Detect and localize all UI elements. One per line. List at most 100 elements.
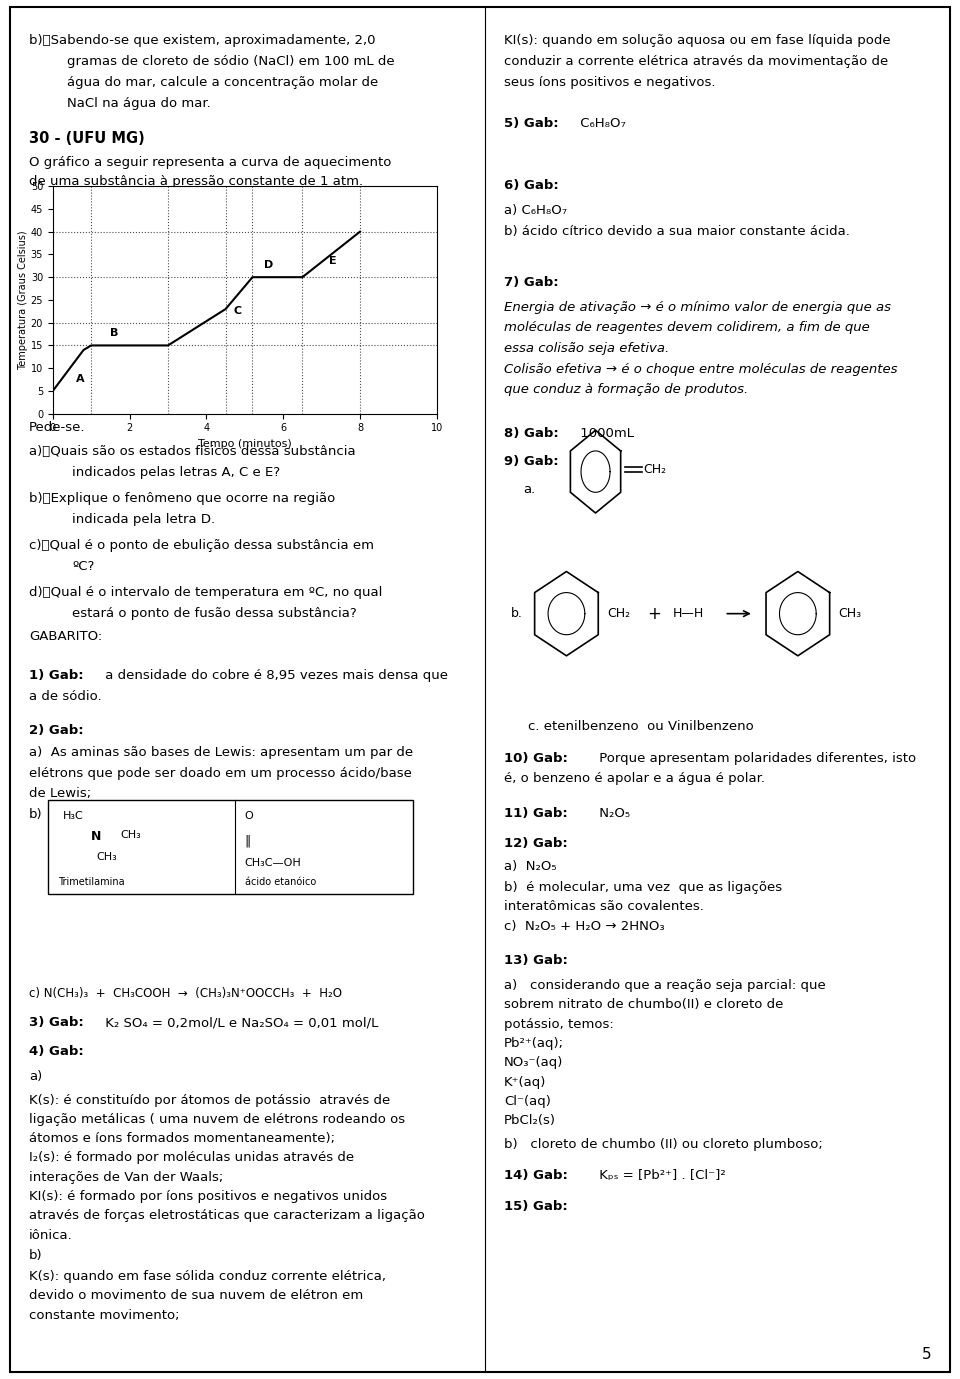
Text: indicada pela letra D.: indicada pela letra D. bbox=[72, 513, 215, 525]
Text: átomos e íons formados momentaneamente);: átomos e íons formados momentaneamente); bbox=[29, 1132, 335, 1145]
Text: N₂O₅: N₂O₅ bbox=[595, 807, 631, 819]
Text: H—H: H—H bbox=[673, 607, 705, 621]
Text: Pede-se.: Pede-se. bbox=[29, 421, 85, 433]
Text: Energia de ativação → é o mínimo valor de energia que as: Energia de ativação → é o mínimo valor d… bbox=[504, 301, 891, 313]
Text: 1) Gab:: 1) Gab: bbox=[29, 669, 84, 681]
FancyBboxPatch shape bbox=[10, 7, 950, 1372]
Text: b.: b. bbox=[512, 607, 523, 621]
Text: CH₃: CH₃ bbox=[96, 852, 117, 862]
Text: potássio, temos:: potássio, temos: bbox=[504, 1018, 613, 1030]
Text: estará o ponto de fusão dessa substância?: estará o ponto de fusão dessa substância… bbox=[72, 607, 357, 619]
Text: a)  As aminas são bases de Lewis: apresentam um par de: a) As aminas são bases de Lewis: apresen… bbox=[29, 746, 413, 758]
Text: 11) Gab:: 11) Gab: bbox=[504, 807, 567, 819]
Text: K₂ SO₄ = 0,2mol/L e Na₂SO₄ = 0,01 mol/L: K₂ SO₄ = 0,2mol/L e Na₂SO₄ = 0,01 mol/L bbox=[101, 1016, 378, 1029]
Text: CH₃C—OH: CH₃C—OH bbox=[245, 858, 301, 867]
Text: b)  é molecular, uma vez  que as ligações: b) é molecular, uma vez que as ligações bbox=[504, 881, 782, 894]
Text: de Lewis;: de Lewis; bbox=[29, 787, 91, 800]
Text: O: O bbox=[245, 811, 253, 821]
Text: K(s): quando em fase sólida conduz corrente elétrica,: K(s): quando em fase sólida conduz corre… bbox=[29, 1270, 386, 1282]
Text: B: B bbox=[110, 328, 119, 338]
Text: c. etenilbenzeno  ou Vinilbenzeno: c. etenilbenzeno ou Vinilbenzeno bbox=[528, 720, 754, 732]
Text: N: N bbox=[91, 830, 102, 843]
Text: ligação metálicas ( uma nuvem de elétrons rodeando os: ligação metálicas ( uma nuvem de elétron… bbox=[29, 1113, 405, 1125]
Text: 12) Gab:: 12) Gab: bbox=[504, 837, 567, 849]
Text: seus íons positivos e negativos.: seus íons positivos e negativos. bbox=[504, 76, 715, 88]
Text: gramas de cloreto de sódio (NaCl) em 100 mL de: gramas de cloreto de sódio (NaCl) em 100… bbox=[67, 55, 395, 68]
Text: interatômicas são covalentes.: interatômicas são covalentes. bbox=[504, 900, 704, 913]
X-axis label: Tempo (minutos): Tempo (minutos) bbox=[198, 439, 292, 450]
Text: moléculas de reagentes devem colidirem, a fim de que: moléculas de reagentes devem colidirem, … bbox=[504, 321, 870, 334]
Text: D: D bbox=[264, 261, 274, 270]
Text: 3) Gab:: 3) Gab: bbox=[29, 1016, 84, 1029]
Text: b)	Sabendo-se que existem, aproximadamente, 2,0: b) Sabendo-se que existem, aproximadamen… bbox=[29, 34, 375, 47]
Text: 30 - (UFU MG): 30 - (UFU MG) bbox=[29, 131, 145, 146]
Text: essa colisão seja efetiva.: essa colisão seja efetiva. bbox=[504, 342, 669, 354]
Text: NaCl na água do mar.: NaCl na água do mar. bbox=[67, 97, 211, 109]
FancyBboxPatch shape bbox=[48, 800, 413, 894]
Text: ácido etanóico: ácido etanóico bbox=[245, 877, 316, 887]
Text: c) N(CH₃)₃  +  CH₃COOH  →  (CH₃)₃N⁺OOCCH₃  +  H₂O: c) N(CH₃)₃ + CH₃COOH → (CH₃)₃N⁺OOCCH₃ + … bbox=[29, 987, 342, 1000]
Text: a)   considerando que a reação seja parcial: que: a) considerando que a reação seja parcia… bbox=[504, 979, 826, 992]
Text: a)  N₂O₅: a) N₂O₅ bbox=[504, 860, 557, 873]
Text: sobrem nitrato de chumbo(II) e cloreto de: sobrem nitrato de chumbo(II) e cloreto d… bbox=[504, 998, 783, 1011]
Text: 9) Gab:: 9) Gab: bbox=[504, 455, 559, 467]
Text: K⁺(aq): K⁺(aq) bbox=[504, 1076, 546, 1088]
Text: 6) Gab:: 6) Gab: bbox=[504, 179, 559, 192]
Text: constante movimento;: constante movimento; bbox=[29, 1309, 180, 1321]
Text: 10) Gab:: 10) Gab: bbox=[504, 752, 568, 764]
Text: H₃C: H₃C bbox=[62, 811, 84, 821]
Text: interações de Van der Waals;: interações de Van der Waals; bbox=[29, 1171, 223, 1183]
Text: ‖: ‖ bbox=[245, 834, 252, 847]
Text: d)	Qual é o intervalo de temperatura em ºC, no qual: d) Qual é o intervalo de temperatura em … bbox=[29, 586, 382, 598]
Text: I₂(s): é formado por moléculas unidas através de: I₂(s): é formado por moléculas unidas at… bbox=[29, 1151, 354, 1164]
Text: c)	Qual é o ponto de ebulição dessa substância em: c) Qual é o ponto de ebulição dessa subs… bbox=[29, 539, 373, 552]
Text: b): b) bbox=[29, 808, 42, 821]
Text: indicados pelas letras A, C e E?: indicados pelas letras A, C e E? bbox=[72, 466, 280, 479]
Text: 8) Gab:: 8) Gab: bbox=[504, 427, 559, 440]
Text: CH₃: CH₃ bbox=[120, 830, 141, 840]
Text: Porque apresentam polaridades diferentes, isto: Porque apresentam polaridades diferentes… bbox=[595, 752, 917, 764]
Text: KI(s): quando em solução aquosa ou em fase líquida pode: KI(s): quando em solução aquosa ou em fa… bbox=[504, 34, 891, 47]
Text: 2) Gab:: 2) Gab: bbox=[29, 724, 84, 736]
Text: a.: a. bbox=[523, 483, 536, 495]
Text: de uma substância à pressão constante de 1 atm.: de uma substância à pressão constante de… bbox=[29, 175, 363, 188]
Text: PbCl₂(s): PbCl₂(s) bbox=[504, 1114, 556, 1127]
Text: A: A bbox=[76, 374, 84, 383]
Text: KI(s): é formado por íons positivos e negativos unidos: KI(s): é formado por íons positivos e ne… bbox=[29, 1190, 387, 1202]
Text: a)	Quais são os estados físicos dessa substância: a) Quais são os estados físicos dessa su… bbox=[29, 445, 355, 458]
Text: CH₃: CH₃ bbox=[838, 607, 861, 621]
Text: Trimetilamina: Trimetilamina bbox=[58, 877, 124, 887]
Text: c)  N₂O₅ + H₂O → 2HNO₃: c) N₂O₅ + H₂O → 2HNO₃ bbox=[504, 920, 664, 932]
Text: Colisão efetiva → é o choque entre moléculas de reagentes: Colisão efetiva → é o choque entre moléc… bbox=[504, 363, 898, 375]
Text: água do mar, calcule a concentração molar de: água do mar, calcule a concentração mola… bbox=[67, 76, 378, 88]
Text: 14) Gab:: 14) Gab: bbox=[504, 1169, 568, 1182]
Text: através de forças eletrostáticas que caracterizam a ligação: através de forças eletrostáticas que car… bbox=[29, 1209, 424, 1222]
Text: CH₂: CH₂ bbox=[643, 463, 666, 476]
Text: O gráfico a seguir representa a curva de aquecimento: O gráfico a seguir representa a curva de… bbox=[29, 156, 391, 168]
Text: +: + bbox=[648, 604, 661, 623]
Text: Cl⁻(aq): Cl⁻(aq) bbox=[504, 1095, 551, 1107]
Text: b): b) bbox=[29, 1249, 42, 1262]
Text: CH₂: CH₂ bbox=[607, 607, 630, 621]
Text: 4) Gab:: 4) Gab: bbox=[29, 1045, 84, 1058]
Text: a) C₆H₈O₇: a) C₆H₈O₇ bbox=[504, 204, 567, 217]
Text: 5) Gab:: 5) Gab: bbox=[504, 117, 559, 130]
Text: K(s): é constituído por átomos de potássio  através de: K(s): é constituído por átomos de potáss… bbox=[29, 1094, 390, 1106]
Text: iônica.: iônica. bbox=[29, 1229, 73, 1241]
Text: 5: 5 bbox=[922, 1347, 931, 1362]
Text: b)   cloreto de chumbo (II) ou cloreto plumboso;: b) cloreto de chumbo (II) ou cloreto plu… bbox=[504, 1138, 823, 1150]
Text: devido o movimento de sua nuvem de elétron em: devido o movimento de sua nuvem de elétr… bbox=[29, 1289, 363, 1302]
Text: 1000mL: 1000mL bbox=[576, 427, 634, 440]
Text: 13) Gab:: 13) Gab: bbox=[504, 954, 568, 967]
Text: a de sódio.: a de sódio. bbox=[29, 690, 102, 702]
Text: GABARITO:: GABARITO: bbox=[29, 630, 102, 643]
Text: NO₃⁻(aq): NO₃⁻(aq) bbox=[504, 1056, 564, 1069]
Text: a): a) bbox=[29, 1070, 42, 1083]
Text: E: E bbox=[329, 255, 337, 266]
Text: C₆H₈O₇: C₆H₈O₇ bbox=[576, 117, 626, 130]
Text: 15) Gab:: 15) Gab: bbox=[504, 1200, 567, 1212]
Text: que conduz à formação de produtos.: que conduz à formação de produtos. bbox=[504, 383, 748, 396]
Text: elétrons que pode ser doado em um processo ácido/base: elétrons que pode ser doado em um proces… bbox=[29, 767, 412, 779]
Text: Kₚₛ = [Pb²⁺] . [Cl⁻]²: Kₚₛ = [Pb²⁺] . [Cl⁻]² bbox=[595, 1169, 726, 1182]
Text: C: C bbox=[233, 306, 241, 316]
